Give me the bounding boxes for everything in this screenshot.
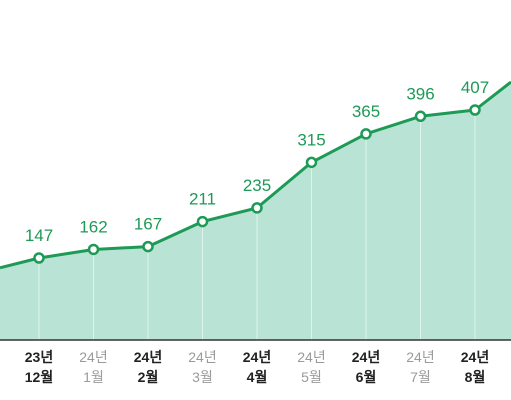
x-tick-year: 24년	[243, 349, 271, 365]
x-tick-month: 5월	[301, 369, 322, 385]
x-tick-month: 6월	[356, 369, 377, 385]
data-label: 365	[352, 102, 380, 121]
x-tick-month: 2월	[138, 369, 159, 385]
x-tick-year: 24년	[297, 349, 325, 365]
x-tick-labels: 23년 12월 24년 1월 24년 2월 24년 3월 24년 4월 24년 5월 24년 6월 24년 7…	[25, 349, 489, 385]
data-point	[196, 215, 209, 228]
data-label: 211	[189, 190, 216, 209]
data-label: 396	[406, 84, 434, 103]
data-point	[360, 128, 372, 140]
x-tick-month: 12월	[25, 369, 53, 385]
data-point	[87, 243, 100, 256]
x-tick-year: 24년	[352, 349, 380, 365]
x-tick-year: 24년	[461, 349, 489, 365]
x-tick-month: 3월	[192, 369, 213, 385]
x-tick-month: 8월	[465, 369, 486, 385]
guide-lines	[38, 110, 476, 340]
data-label: 147	[25, 226, 53, 245]
data-point	[251, 202, 263, 214]
x-tick-month: 7월	[410, 369, 431, 385]
x-tick-month: 4월	[247, 369, 268, 385]
x-tick-year: 24년	[188, 349, 216, 365]
data-point	[469, 104, 481, 116]
data-label: 407	[461, 78, 489, 97]
data-point	[142, 240, 154, 253]
data-label: 235	[243, 176, 271, 195]
data-point	[305, 156, 318, 169]
x-tick-year: 24년	[406, 349, 434, 365]
x-tick-year: 23년	[25, 349, 53, 365]
data-label: 162	[79, 217, 107, 236]
data-label: 315	[297, 130, 325, 149]
x-tick-year: 24년	[134, 349, 162, 365]
data-point	[33, 252, 45, 264]
data-point	[414, 110, 427, 123]
x-tick-month: 1월	[83, 369, 104, 385]
x-tick-year: 24년	[79, 349, 107, 365]
data-labels: 147 162 167 211 235 315 365 396 407	[25, 78, 489, 245]
data-label: 167	[134, 215, 162, 234]
data-points	[33, 104, 481, 264]
